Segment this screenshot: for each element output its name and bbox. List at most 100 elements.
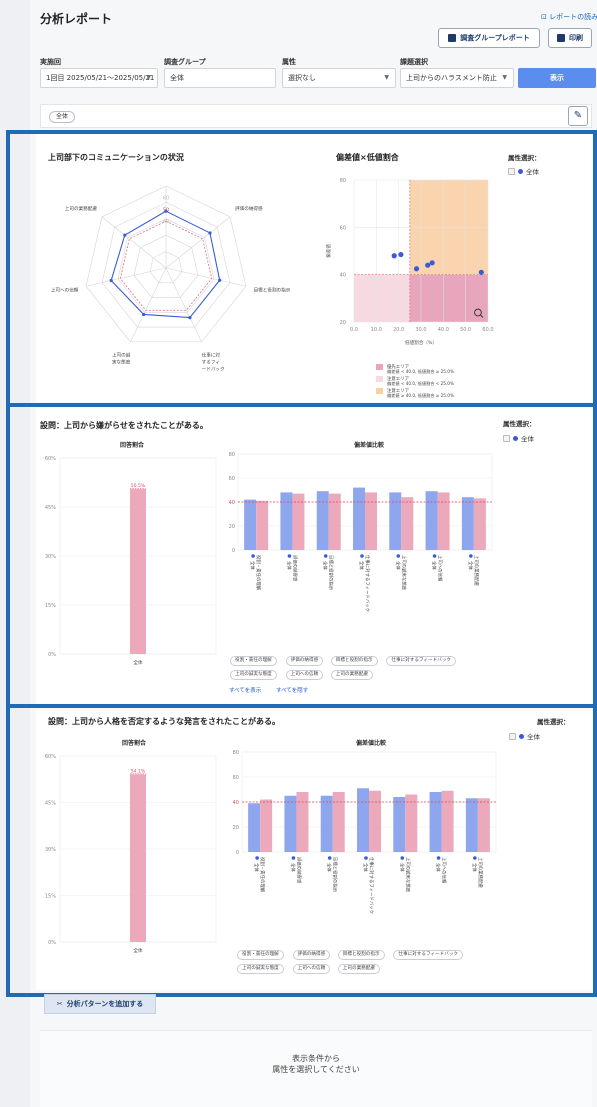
period-select[interactable]: 1回目 2025/05/21～2025/05/21 ▼ [40, 68, 158, 88]
radar-series-line [110, 210, 221, 319]
question-title: 設問：上司から人格を否定するような発言をされたことがある。 [48, 717, 280, 726]
series-tag[interactable]: 上司の誠実な態度 [230, 670, 277, 680]
radar-point [218, 278, 222, 282]
answer-ratio-title: 回答割合 [122, 740, 147, 747]
deviation-bar [260, 799, 273, 852]
x-tick-label: 30.0 [415, 327, 426, 333]
y-tick-label: 45% [45, 801, 56, 807]
legend-label: 注意エリア [387, 387, 410, 394]
series-tag[interactable]: 仕事に対するフィードバック [386, 656, 457, 666]
chevron-down-icon: ▼ [502, 74, 507, 81]
print-button[interactable]: 印刷 [548, 28, 592, 48]
y-tick-label: 40 [340, 273, 346, 279]
category-sublabel: 全体 [289, 863, 296, 872]
hide-all-link[interactable]: すべてを隠す [276, 688, 309, 694]
checkbox[interactable] [508, 167, 515, 175]
series-tag[interactable]: 上司の業務配慮 [337, 964, 380, 974]
x-tick-label: 50.0 [460, 327, 471, 333]
page-title: 分析レポート [40, 12, 113, 26]
attr-option-label: 全体 [527, 733, 540, 741]
y-tick-label: 0 [232, 548, 235, 554]
attr-option[interactable]: 全体 [503, 433, 534, 443]
series-tag[interactable]: 評価の納得感 [292, 950, 331, 960]
category-label: 上司の誠実な態度 [404, 857, 411, 893]
group-field[interactable]: 全体 [164, 68, 276, 88]
legend-label: 注意エリア [387, 375, 410, 382]
series-tag[interactable]: 上司の誠実な態度 [237, 964, 284, 974]
category-sublabel: 全体 [431, 561, 438, 570]
show-all-link[interactable]: すべてを表示 [229, 688, 262, 694]
report-guide-link-label[interactable]: レポートの読み方 [549, 13, 597, 21]
category-sublabel: 全体 [471, 863, 478, 872]
checkbox[interactable] [509, 732, 516, 740]
edit-button[interactable]: ✎ [568, 106, 588, 126]
category-sublabel: 全体 [358, 561, 365, 570]
category-label: 目標と役割の指示 [328, 555, 335, 591]
category-sublabel: 全体 [249, 561, 256, 570]
radar-point [164, 209, 168, 213]
section3-card [36, 710, 592, 990]
radar-spoke [165, 267, 202, 343]
category-marker [251, 554, 255, 558]
deviation-bar [405, 794, 418, 852]
category-marker [400, 856, 405, 860]
series-tag[interactable]: 評価の納得感 [285, 656, 324, 666]
radar-spoke [165, 216, 231, 269]
attr-option[interactable]: 全体 [509, 731, 540, 741]
radar-category-label: 上司の業務配慮 [65, 205, 98, 212]
series-tag[interactable]: 上司の業務配慮 [330, 670, 373, 680]
scatter-point [429, 260, 435, 266]
category-label: 上司への信頼 [437, 555, 444, 582]
deviation-bar [441, 790, 454, 852]
attribute-select[interactable]: 選択なし ▼ [282, 68, 396, 88]
radar-spoke [101, 216, 167, 269]
series-tag[interactable]: 役割・責任の理解 [237, 950, 284, 960]
deviation-bar [365, 492, 377, 550]
deviation-bar [280, 492, 293, 550]
deviation-bar [244, 499, 257, 550]
series-marker [513, 435, 518, 441]
x-tick-label: 0.0 [350, 327, 358, 333]
attribute-pill[interactable]: 全体 [49, 111, 76, 123]
empty-line-2: 属性を選択してください [272, 1065, 360, 1074]
category-sublabel: 全体 [394, 561, 401, 570]
group-report-button[interactable]: 調査グループレポート [438, 28, 540, 48]
attr-option[interactable]: 全体 [508, 166, 539, 176]
y-tick-label: 60 [229, 476, 235, 482]
radar-spoke [130, 267, 167, 343]
y-tick-label: 60 [340, 225, 346, 231]
category-label: 役割・責任の理解 [259, 857, 266, 893]
series-tag[interactable]: 目標と役割の指示 [337, 950, 385, 960]
radar-grid-ring [85, 185, 247, 343]
pencil-icon: ✎ [573, 110, 583, 121]
series-tag[interactable]: 上司への信頼 [292, 964, 331, 974]
checkbox[interactable] [503, 434, 510, 442]
deviation-bar [401, 497, 414, 550]
category-label: 上司の誠実な態度 [400, 555, 407, 591]
radar-tick-label: 40 [163, 219, 169, 225]
deviation-bar [437, 492, 450, 550]
series-tag[interactable]: 仕事に対するフィードバック [393, 950, 464, 960]
show-button[interactable]: 表示 [518, 68, 596, 88]
radar-point [142, 312, 146, 317]
add-pattern-label: 分析パターンを追加する [66, 1000, 144, 1008]
series-marker [518, 168, 523, 174]
radar-tick-label: 60 [163, 196, 169, 202]
deviation-bar [389, 492, 402, 550]
category-label: 全体 [133, 659, 143, 666]
category-label: 目標と役割の指示 [332, 857, 339, 893]
series-tag[interactable]: 役割・責任の理解 [230, 656, 277, 666]
category-sublabel: 全体 [467, 561, 474, 570]
series-tag[interactable]: 上司への信頼 [285, 670, 324, 680]
empty-state: 表示条件から 属性を選択してください [40, 1030, 592, 1107]
scatter-title: 偏差値×低値割合 [336, 153, 399, 162]
series-tag[interactable]: 目標と役割の指示 [330, 656, 378, 666]
category-sublabel: 全体 [435, 863, 442, 872]
add-pattern-button[interactable]: ✂ 分析パターンを追加する [44, 994, 156, 1014]
report-guide-link[interactable]: ⊡ レポートの読み方 [541, 12, 597, 22]
topic-select[interactable]: 上司からのハラスメント防止 ▼ [400, 68, 514, 88]
legend-desc: 偏差値 < 40.0, 低値割合 < 25.0% [387, 380, 454, 387]
data-label: 54.1% [131, 768, 146, 774]
attr-select-label: 属性選択： [537, 718, 570, 726]
category-label: 役割・責任の理解 [255, 555, 262, 591]
